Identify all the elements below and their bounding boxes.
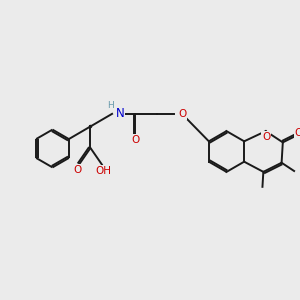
Text: O: O <box>178 109 186 119</box>
Text: O: O <box>131 135 140 146</box>
Text: OH: OH <box>95 166 111 176</box>
Text: O: O <box>262 131 271 142</box>
Text: H: H <box>107 101 114 110</box>
Text: O: O <box>294 128 300 138</box>
Text: N: N <box>116 107 124 120</box>
Text: O: O <box>74 165 82 175</box>
